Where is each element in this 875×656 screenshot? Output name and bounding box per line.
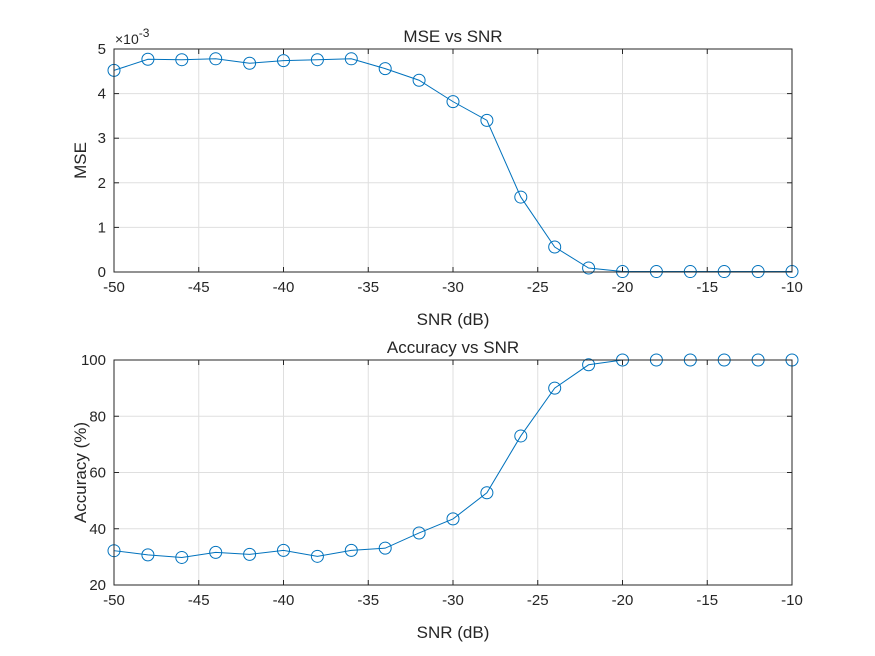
accuracy-x-tick-label: -40: [273, 592, 295, 609]
accuracy-x-tick-label: -45: [188, 592, 210, 609]
accuracy-x-axis-label: SNR (dB): [417, 623, 490, 642]
accuracy-y-tick-label: 80: [89, 408, 106, 425]
mse-data-point: [412, 73, 426, 87]
accuracy-data-point: [243, 547, 257, 561]
mse-data-point: [310, 53, 324, 67]
accuracy-y-tick-label: 60: [89, 465, 106, 482]
mse-data-point: [344, 52, 358, 66]
mse-x-tick-label: -30: [442, 279, 464, 296]
mse-data-point: [582, 261, 596, 275]
accuracy-x-tick-label: -20: [612, 592, 634, 609]
accuracy-y-ticks: 20 40 60 80 100: [81, 352, 792, 594]
mse-x-ticks: -50 -45 -40 -35 -30 -25 -20 -15 -10: [103, 49, 803, 296]
mse-axes: -50 -45 -40 -35 -30 -25 -20 -15 -10 0 1 2 3 4 5 MSE v…: [71, 26, 803, 329]
accuracy-data-point: [514, 429, 528, 443]
accuracy-x-tick-label: -50: [103, 592, 125, 609]
mse-y-tick-label: 2: [98, 175, 106, 192]
accuracy-data-point: [310, 549, 324, 563]
mse-chart-title: MSE vs SNR: [403, 27, 502, 46]
mse-x-tick-label: -40: [273, 279, 295, 296]
mse-x-tick-label: -15: [696, 279, 718, 296]
accuracy-data-point: [175, 550, 189, 564]
mse-x-tick-label: -25: [527, 279, 549, 296]
mse-y-tick-label: 1: [98, 219, 106, 236]
accuracy-data-point: [480, 486, 494, 500]
mse-data-point: [480, 113, 494, 127]
mse-y-tick-label: 3: [98, 130, 106, 147]
mse-data-point: [446, 95, 460, 109]
mse-y-tick-label: 5: [98, 41, 106, 58]
mse-exponent-power: -3: [139, 26, 150, 40]
mse-data-point: [209, 52, 223, 66]
accuracy-y-tick-label: 100: [81, 352, 106, 369]
mse-y-ticks: 0 1 2 3 4 5: [98, 41, 792, 281]
accuracy-chart-title: Accuracy vs SNR: [387, 338, 519, 357]
accuracy-x-tick-label: -10: [781, 592, 803, 609]
accuracy-y-tick-label: 40: [89, 521, 106, 538]
accuracy-data-point: [548, 381, 562, 395]
mse-data-point: [514, 190, 528, 204]
mse-x-axis-label: SNR (dB): [417, 310, 490, 329]
accuracy-data-point: [344, 543, 358, 557]
accuracy-data-point: [277, 543, 290, 557]
mse-data-point: [378, 62, 392, 76]
accuracy-data-point: [209, 545, 223, 559]
accuracy-axes: -50 -45 -40 -35 -30 -25 -20 -15 -10 20406080100 …: [71, 338, 803, 642]
mse-x-tick-label: -35: [357, 279, 379, 296]
mse-y-tick-label: 0: [98, 264, 106, 281]
mse-data-point: [548, 240, 562, 254]
mse-data-point: [243, 56, 257, 70]
mse-x-tick-label: -10: [781, 279, 803, 296]
accuracy-data-point: [582, 358, 596, 372]
mse-y-exponent-label: ×10-3: [115, 26, 150, 47]
accuracy-x-tick-label: -15: [696, 592, 718, 609]
mse-exponent-base: ×10: [115, 31, 139, 47]
mse-x-tick-label: -50: [103, 279, 125, 296]
mse-data-point: [277, 54, 290, 68]
accuracy-y-axis-label: Accuracy (%): [71, 422, 90, 523]
accuracy-data-point: [378, 541, 392, 555]
accuracy-data-point: [412, 526, 426, 540]
mse-data-point: [175, 53, 189, 67]
mse-y-axis-label: MSE: [71, 142, 90, 179]
accuracy-x-tick-label: -35: [357, 592, 379, 609]
mse-y-tick-label: 4: [98, 86, 106, 103]
mse-x-tick-label: -20: [612, 279, 634, 296]
accuracy-x-ticks: -50 -45 -40 -35 -30 -25 -20 -15 -10: [103, 360, 803, 609]
accuracy-data-point: [141, 548, 155, 562]
mse-data-point: [141, 52, 155, 66]
accuracy-x-tick-label: -30: [442, 592, 464, 609]
accuracy-data-point: [446, 512, 460, 526]
accuracy-y-tick-label: 20: [89, 577, 106, 594]
accuracy-x-tick-label: -25: [527, 592, 549, 609]
mse-x-tick-label: -45: [188, 279, 210, 296]
